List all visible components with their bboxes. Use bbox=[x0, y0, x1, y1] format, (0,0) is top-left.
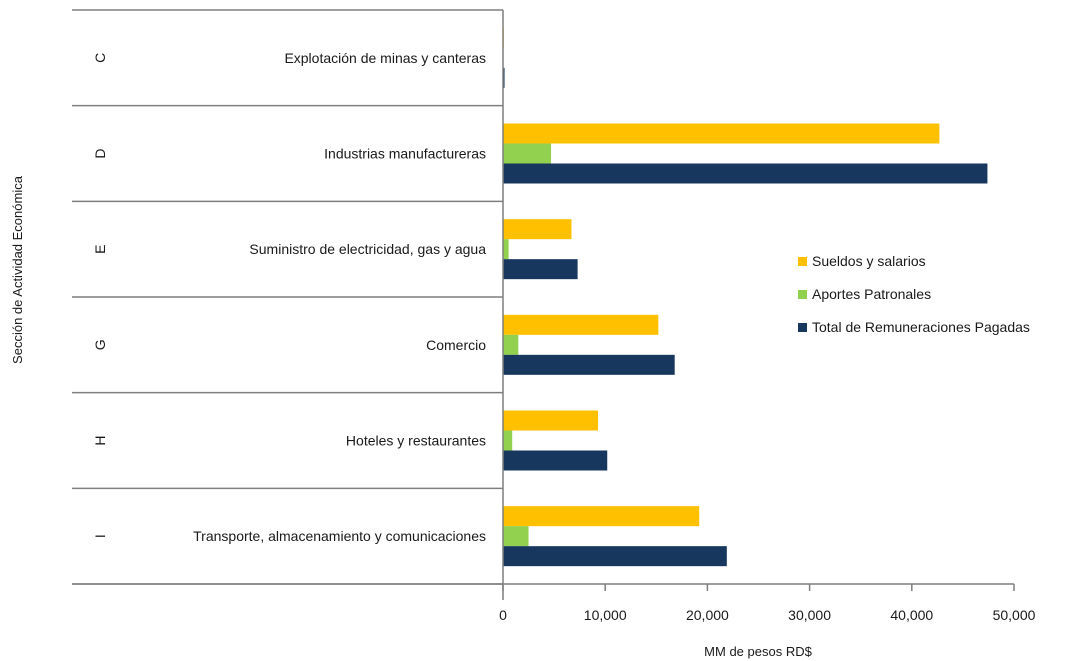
category-label: Industrias manufactureras bbox=[324, 146, 486, 162]
bar-D-2 bbox=[503, 143, 552, 164]
x-tick-label: 0 bbox=[499, 607, 507, 623]
bar-I-3 bbox=[503, 546, 727, 567]
legend-swatch bbox=[798, 257, 807, 266]
bar-G-3 bbox=[503, 354, 675, 375]
legend-swatch bbox=[798, 290, 807, 299]
bar-H-2 bbox=[503, 430, 513, 451]
legend: Sueldos y salarios Aportes Patronales Tota… bbox=[798, 253, 1030, 335]
category-label: Transporte, almacenamiento y comunicacio… bbox=[193, 528, 486, 544]
category-code: D bbox=[92, 148, 108, 158]
x-tick-label: 50,000 bbox=[993, 607, 1036, 623]
bar-E-1 bbox=[503, 219, 572, 240]
y-axis-title: Sección de Actividad Económica bbox=[10, 175, 25, 364]
x-tick-label: 30,000 bbox=[788, 607, 831, 623]
legend-label: Total de Remuneraciones Pagadas bbox=[812, 319, 1030, 335]
legend-swatch bbox=[798, 323, 807, 332]
category-label: Comercio bbox=[426, 337, 486, 353]
legend-label: Aportes Patronales bbox=[812, 286, 931, 302]
bar-H-1 bbox=[503, 410, 599, 431]
category-label: Hoteles y restaurantes bbox=[346, 433, 486, 449]
bar-E-3 bbox=[503, 259, 578, 280]
x-axis-title: MM de pesos RD$ bbox=[704, 644, 812, 659]
category-code: G bbox=[92, 339, 108, 350]
bars-group bbox=[503, 27, 988, 567]
bar-I-1 bbox=[503, 506, 700, 527]
x-tick-label: 20,000 bbox=[686, 607, 729, 623]
bar-D-3 bbox=[503, 163, 988, 184]
x-tick-label: 10,000 bbox=[584, 607, 627, 623]
category-code: I bbox=[92, 534, 108, 538]
x-axis: 0 10,000 20,000 30,000 40,000 50,000 bbox=[72, 10, 1036, 623]
bar-I-2 bbox=[503, 526, 529, 547]
x-tick-label: 40,000 bbox=[890, 607, 933, 623]
bar-C-3 bbox=[503, 67, 505, 88]
category-code: C bbox=[92, 53, 108, 63]
category-code: H bbox=[92, 435, 108, 445]
bar-G-2 bbox=[503, 334, 519, 355]
category-labels: Explotación de minas y canteras C Industri… bbox=[92, 50, 486, 544]
category-separators bbox=[72, 9, 503, 585]
bar-H-3 bbox=[503, 450, 608, 471]
bar-D-1 bbox=[503, 123, 940, 144]
category-code: E bbox=[92, 244, 108, 253]
bar-E-2 bbox=[503, 239, 509, 260]
category-label: Suministro de electricidad, gas y agua bbox=[249, 241, 486, 257]
category-label: Explotación de minas y canteras bbox=[284, 50, 486, 66]
bar-G-1 bbox=[503, 314, 659, 335]
legend-label: Sueldos y salarios bbox=[812, 253, 926, 269]
